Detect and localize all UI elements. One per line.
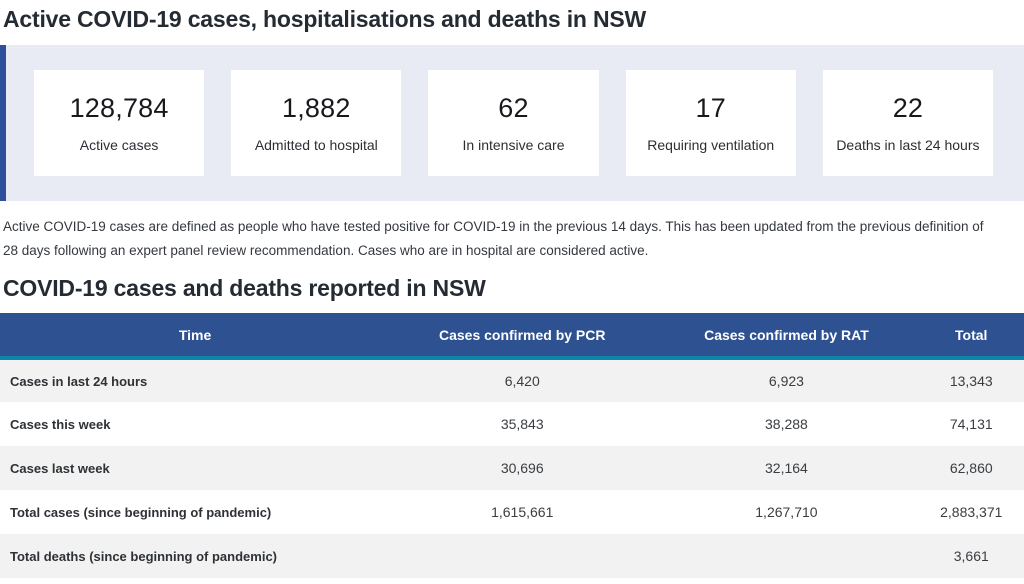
rat-value	[654, 534, 918, 578]
stat-card: 1,882 Admitted to hospital	[231, 70, 402, 176]
table-row: Cases this week 35,843 38,288 74,131	[0, 402, 1024, 446]
row-label: Cases last week	[10, 460, 110, 476]
pcr-value: 6,420	[504, 373, 540, 389]
stat-label: Deaths in last 24 hours	[836, 136, 980, 153]
table-row: Cases in last 24 hours 6,420 6,923 13,34…	[0, 358, 1024, 402]
table-row: Cases last week 30,696 32,164 62,860	[0, 446, 1024, 490]
stat-label: In intensive care	[462, 136, 565, 153]
stat-label: Active cases	[79, 136, 159, 153]
column-header-pcr: Cases confirmed by PCR	[390, 313, 655, 360]
total-value: 13,343	[949, 373, 993, 389]
total-value: 74,131	[949, 416, 993, 432]
table-row: Total cases (since beginning of pandemic…	[0, 490, 1024, 534]
row-label: Total deaths (since beginning of pandemi…	[10, 548, 278, 564]
table-row: Total deaths (since beginning of pandemi…	[0, 534, 1024, 578]
pcr-value: 35,843	[500, 416, 544, 432]
stat-card: 62 In intensive care	[428, 70, 599, 176]
stat-value: 17	[695, 92, 726, 123]
stat-label: Requiring ventilation	[647, 136, 775, 153]
stat-value: 22	[892, 92, 924, 123]
stats-band: 128,784 Active cases 1,882 Admitted to h…	[0, 45, 1024, 201]
stat-label: Admitted to hospital	[254, 136, 378, 153]
section-title: COVID-19 cases and deaths reported in NS…	[3, 275, 486, 301]
cases-table: Time Cases confirmed by PCR Cases confir…	[0, 313, 1024, 578]
total-value: 3,661	[953, 548, 989, 564]
pcr-value: 30,696	[500, 460, 544, 476]
page-title: Active COVID-19 cases, hospitalisations …	[3, 6, 646, 32]
table-header-row: Time Cases confirmed by PCR Cases confir…	[0, 313, 1024, 360]
rat-value: 32,164	[765, 460, 808, 476]
stat-value: 1,882	[282, 92, 351, 123]
description-text: Active COVID-19 cases are defined as peo…	[3, 219, 984, 258]
column-header-time: Time	[0, 313, 391, 360]
stat-value: 62	[498, 92, 529, 123]
total-value: 2,883,371	[940, 504, 1003, 520]
row-label: Cases in last 24 hours	[10, 373, 148, 389]
stat-value: 128,784	[69, 92, 169, 123]
rat-value: 6,923	[768, 373, 804, 389]
pcr-value: 1,615,661	[491, 504, 554, 520]
rat-value: 38,288	[765, 416, 808, 432]
stat-card: 17 Requiring ventilation	[625, 70, 796, 176]
row-label: Cases this week	[10, 416, 111, 432]
row-label: Total cases (since beginning of pandemic…	[10, 504, 272, 520]
pcr-value	[390, 534, 654, 578]
total-value: 62,860	[949, 460, 993, 476]
stat-card: 128,784 Active cases	[34, 70, 205, 176]
stat-card: 22 Deaths in last 24 hours	[822, 70, 994, 176]
column-header-total: Total	[918, 313, 1024, 360]
column-header-rat: Cases confirmed by RAT	[654, 313, 919, 360]
rat-value: 1,267,710	[755, 504, 818, 520]
